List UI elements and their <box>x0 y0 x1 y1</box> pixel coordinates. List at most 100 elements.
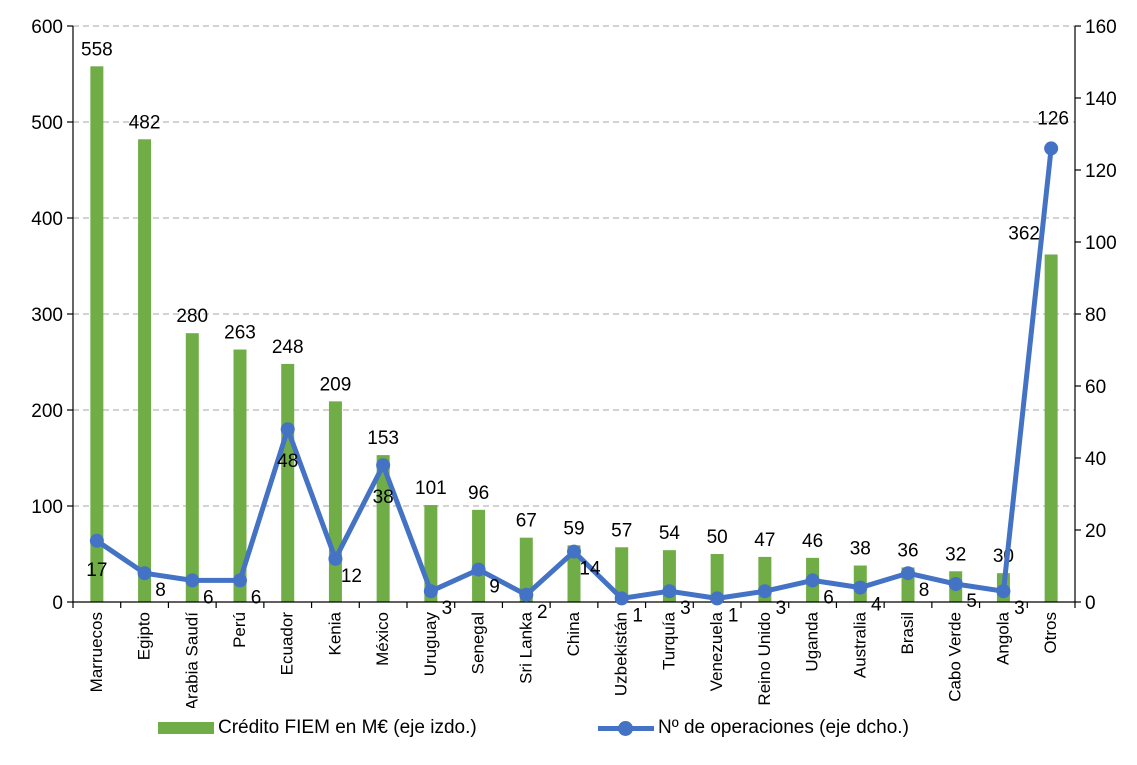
line-data-label: 3 <box>680 598 691 619</box>
line-data-label: 8 <box>919 580 930 601</box>
line-point <box>137 566 152 581</box>
bar <box>233 349 247 602</box>
line-data-label: 9 <box>489 577 500 598</box>
bar-data-label: 30 <box>993 546 1014 567</box>
line-data-label: 126 <box>1037 108 1069 129</box>
bar-data-label: 96 <box>468 483 489 504</box>
x-tick-label: Egipto <box>135 612 154 660</box>
bar-data-label: 263 <box>224 323 256 344</box>
legend-bar-swatch <box>158 722 214 734</box>
y-right-tick-label: 100 <box>1085 233 1117 254</box>
line-point <box>805 573 820 588</box>
line-point <box>471 562 486 577</box>
legend-bar-label: Crédito FIEM en M€ (eje izdo.) <box>218 717 477 738</box>
x-tick-label: Brasil <box>898 612 917 655</box>
x-tick-label: Otros <box>1041 612 1060 654</box>
x-tick-label: Turquía <box>659 611 678 670</box>
bar-data-label: 482 <box>129 112 161 133</box>
x-tick-label: Marruecos <box>87 612 106 692</box>
line-data-label: 38 <box>373 487 394 508</box>
bar <box>376 455 390 602</box>
line-data-label: 3 <box>1014 598 1025 619</box>
x-tick-label: Arabia Saudí <box>182 612 201 708</box>
bar <box>185 333 199 602</box>
bar-data-label: 54 <box>659 523 681 544</box>
x-tick-label: China <box>564 611 583 656</box>
legend-item-bars: Crédito FIEM en M€ (eje izdo.) <box>158 708 477 748</box>
y-left-tick-label: 200 <box>31 401 63 422</box>
bar-data-label: 57 <box>611 520 632 541</box>
y-right-tick-label: 160 <box>1085 17 1117 38</box>
x-tick-label: Cabo Verde <box>946 612 965 702</box>
bar <box>472 509 486 602</box>
bar-data-label: 153 <box>367 428 399 449</box>
y-right-tick-label: 140 <box>1085 89 1117 110</box>
bar-data-label: 38 <box>850 539 871 560</box>
line-point <box>233 573 247 588</box>
line-point <box>662 584 677 599</box>
y-right-tick-label: 20 <box>1085 521 1106 542</box>
line-data-label: 4 <box>871 595 882 616</box>
bar <box>615 547 629 602</box>
chart-legend: Crédito FIEM en M€ (eje izdo.) Nº de ope… <box>0 708 1137 748</box>
bar-data-label: 50 <box>707 527 728 548</box>
x-tick-label: Reino Unido <box>755 612 774 706</box>
line-data-label: 1 <box>632 605 643 626</box>
bar <box>710 554 724 602</box>
bar-data-label: 362 <box>1008 223 1040 244</box>
bar <box>567 545 581 602</box>
y-left-tick-label: 500 <box>31 113 63 134</box>
line-point <box>376 458 391 473</box>
x-tick-label: México <box>373 612 392 666</box>
x-tick-label: Uganda <box>803 611 822 671</box>
line-data-label: 48 <box>277 451 298 472</box>
legend-line-swatch <box>598 721 654 736</box>
line-data-label: 14 <box>579 559 601 580</box>
bar-data-label: 32 <box>945 544 966 565</box>
line-data-label: 12 <box>341 566 362 587</box>
bar-data-label: 280 <box>176 306 208 327</box>
legend-item-line: Nº de operaciones (eje dcho.) <box>598 708 909 748</box>
x-tick-label: Australia <box>850 611 869 678</box>
line-point <box>757 584 772 599</box>
x-tick-label: Ecuador <box>278 612 297 676</box>
line-point <box>996 584 1011 599</box>
line-data-label: 6 <box>203 587 214 608</box>
line-point <box>185 573 200 588</box>
line-point <box>280 422 295 437</box>
line-point <box>853 580 868 595</box>
line-point <box>901 566 915 581</box>
line-data-label: 8 <box>155 580 166 601</box>
line-data-label: 2 <box>537 602 548 623</box>
y-right-tick-label: 80 <box>1085 305 1106 326</box>
line-data-label: 6 <box>823 587 834 608</box>
line-data-label: 6 <box>251 587 262 608</box>
y-left-tick-label: 600 <box>31 17 63 38</box>
bar-data-label: 47 <box>754 530 775 551</box>
bar-data-label: 209 <box>320 374 352 395</box>
line-point <box>1044 141 1059 156</box>
y-right-tick-label: 0 <box>1085 593 1096 614</box>
bar-data-label: 46 <box>802 531 823 552</box>
line-point <box>948 577 963 591</box>
x-tick-label: Senegal <box>469 612 488 674</box>
line-data-label: 5 <box>966 591 977 612</box>
line-data-label: 17 <box>86 560 107 581</box>
y-left-tick-label: 400 <box>31 209 63 230</box>
line-data-label: 1 <box>728 605 739 626</box>
bar-data-label: 558 <box>81 39 113 60</box>
bar <box>519 537 533 602</box>
x-tick-label: Uzbekistán <box>612 612 631 696</box>
x-tick-label: Sri Lanka <box>516 611 535 683</box>
x-tick-label: Angola <box>993 611 1012 664</box>
x-tick-label: Uruguay <box>421 612 440 677</box>
line-point <box>328 551 343 566</box>
x-tick-label: Venezuela <box>707 611 726 691</box>
y-right-tick-label: 40 <box>1085 449 1106 470</box>
y-left-tick-label: 100 <box>31 497 63 518</box>
bar <box>281 363 295 602</box>
y-right-tick-label: 60 <box>1085 377 1106 398</box>
bar <box>138 139 152 602</box>
bar-data-label: 248 <box>272 337 304 358</box>
